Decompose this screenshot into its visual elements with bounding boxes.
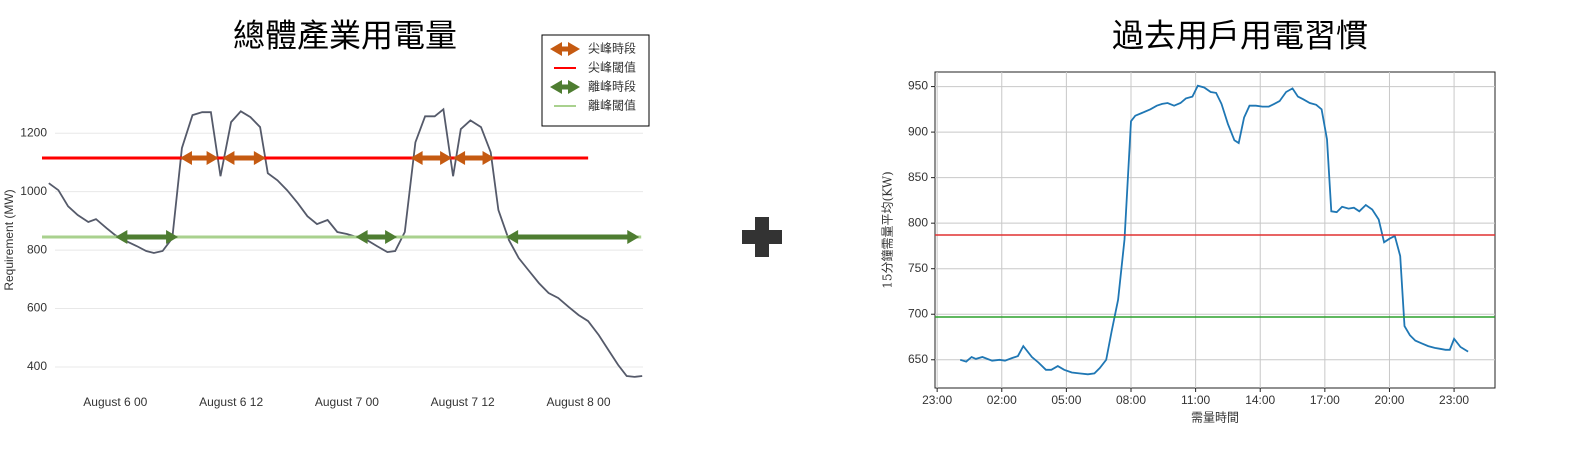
chart-title: 總體產業用電量 (233, 17, 457, 55)
y-tick-label: 850 (908, 170, 928, 184)
arrow-head (506, 229, 519, 244)
arrow-head (253, 151, 266, 166)
period-arrow (222, 151, 266, 166)
x-axis-title: 需量時間 (1191, 411, 1239, 425)
arrow-head (222, 151, 235, 166)
arrow-head (453, 151, 466, 166)
y-tick-label: 700 (908, 306, 928, 320)
y-tick-label: 1200 (20, 125, 47, 139)
legend-entry: 離峰閾值 (554, 98, 636, 113)
arrow-head (550, 80, 562, 94)
x-tick-label: August 7 12 (431, 395, 495, 409)
arrow-head (355, 229, 368, 244)
arrow-head (385, 229, 398, 244)
period-arrow (410, 151, 453, 166)
y-tick-label: 800 (27, 242, 47, 256)
legend-symbol (550, 80, 580, 94)
data-line (959, 84, 1469, 376)
data-line (48, 107, 643, 378)
legend-label: 離峰閾值 (588, 98, 636, 113)
x-tick-label: August 6 12 (199, 395, 263, 409)
y-tick-label: 650 (908, 352, 928, 366)
arrow-head (166, 229, 179, 244)
y-axis-title: Requirement (MW) (2, 189, 16, 290)
x-tick-label: 11:00 (1181, 393, 1210, 407)
period-arrow (453, 151, 495, 166)
x-tick-label: 14:00 (1245, 393, 1275, 407)
legend-label: 離峰時段 (588, 79, 636, 94)
y-tick-label: 950 (908, 79, 928, 93)
x-tick-label: 17:00 (1310, 393, 1340, 407)
y-tick-label: 400 (27, 359, 47, 373)
plus-sign (742, 217, 782, 257)
x-tick-label: August 8 00 (546, 395, 610, 409)
period-arrow (506, 229, 640, 244)
y-tick-label: 750 (908, 261, 928, 275)
arrow-head (627, 229, 640, 244)
period-arrow (355, 229, 398, 244)
x-tick-label: 02:00 (987, 393, 1017, 407)
x-tick-label: August 6 00 (83, 395, 147, 409)
plot-frame (934, 71, 1496, 389)
x-tick-label: August 7 00 (315, 395, 379, 409)
arrow-head (568, 80, 580, 94)
y-tick-label: 800 (908, 215, 928, 229)
period-arrow (179, 151, 219, 166)
arrow-head (550, 42, 562, 56)
legend-entry: 離峰時段 (550, 79, 636, 94)
legend-entry: 尖峰閾值 (554, 60, 636, 75)
x-tick-label: 20:00 (1374, 393, 1404, 407)
arrow-head (440, 151, 453, 166)
arrow-head (115, 229, 128, 244)
y-tick-label: 1000 (20, 184, 47, 198)
legend-entry: 尖峰時段 (550, 41, 636, 56)
y-axis-title: 15分鐘需量平均(KW) (880, 171, 895, 289)
x-tick-label: 05:00 (1051, 393, 1081, 407)
plus-horizontal (742, 230, 782, 244)
arrow-head (410, 151, 423, 166)
x-tick-label: 08:00 (1116, 393, 1146, 407)
legend-label: 尖峰時段 (588, 41, 636, 56)
x-tick-label: 23:00 (922, 393, 952, 407)
arrow-head (482, 151, 495, 166)
x-tick-label: 23:00 (1439, 393, 1469, 407)
legend-symbol (550, 42, 580, 56)
arrow-head (568, 42, 580, 56)
legend-label: 尖峰閾值 (588, 60, 636, 75)
chart-title: 過去用戶用電習慣 (1112, 17, 1368, 55)
y-tick-label: 900 (908, 124, 928, 138)
y-tick-label: 600 (27, 301, 47, 315)
arrow-head (179, 151, 192, 166)
arrow-head (206, 151, 219, 166)
period-arrow (115, 229, 179, 244)
